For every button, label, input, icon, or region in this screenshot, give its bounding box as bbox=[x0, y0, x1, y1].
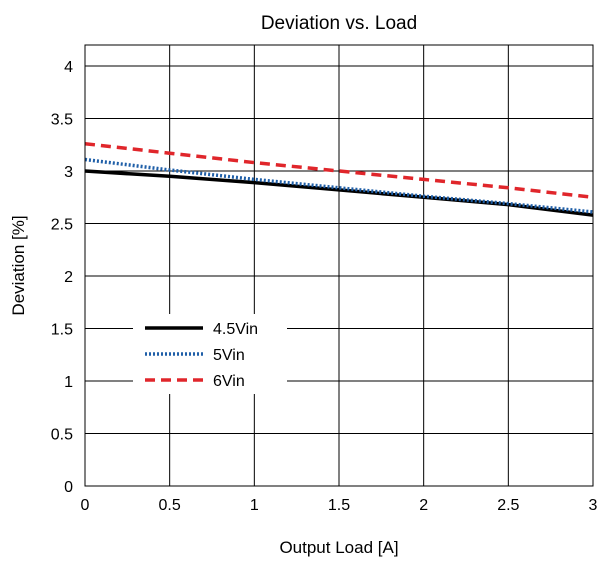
y-axis-label: Deviation [%] bbox=[9, 215, 28, 315]
plot-area bbox=[84, 44, 594, 487]
legend-label: 6Vin bbox=[213, 373, 245, 390]
legend-box bbox=[133, 314, 287, 394]
x-tick-label: 1.5 bbox=[328, 497, 350, 514]
series-line-6Vin bbox=[84, 141, 594, 200]
y-tick-label: 1 bbox=[64, 374, 73, 391]
legend-label: 4.5Vin bbox=[213, 321, 258, 338]
x-tick-label: 2.5 bbox=[497, 497, 519, 514]
y-axis-ticks: 0 0.5 1 1.5 2 2.5 3 3.5 4 bbox=[51, 59, 73, 496]
legend-label: 5Vin bbox=[213, 347, 245, 364]
x-tick-label: 0.5 bbox=[159, 497, 181, 514]
y-tick-label: 0.5 bbox=[51, 427, 73, 444]
legend: 4.5Vin 5Vin 6Vin bbox=[133, 314, 287, 394]
y-tick-label: 0 bbox=[64, 479, 73, 496]
y-tick-label: 2 bbox=[64, 269, 73, 286]
series-line-5Vin bbox=[84, 157, 594, 214]
x-axis-ticks: 0 0.5 1 1.5 2 2.5 3 bbox=[81, 497, 598, 514]
x-axis-label: Output Load [A] bbox=[279, 538, 398, 557]
x-tick-label: 1 bbox=[250, 497, 259, 514]
series-lines bbox=[84, 141, 594, 217]
chart-title: Deviation vs. Load bbox=[261, 13, 417, 34]
y-tick-label: 4 bbox=[64, 59, 73, 76]
y-tick-label: 1.5 bbox=[51, 322, 73, 339]
grid bbox=[84, 45, 594, 487]
x-tick-label: 2 bbox=[419, 497, 428, 514]
y-tick-label: 2.5 bbox=[51, 217, 73, 234]
x-tick-label: 0 bbox=[81, 497, 90, 514]
y-tick-label: 3 bbox=[64, 164, 73, 181]
x-tick-label: 3 bbox=[589, 497, 598, 514]
y-tick-label: 3.5 bbox=[51, 112, 73, 129]
